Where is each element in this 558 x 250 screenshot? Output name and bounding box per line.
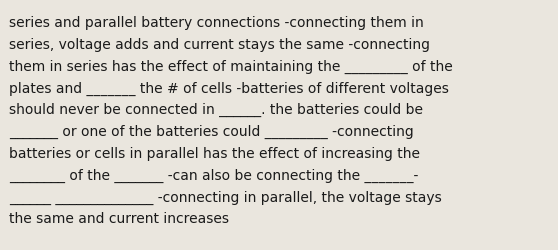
- Text: the same and current increases: the same and current increases: [9, 211, 229, 225]
- Text: series, voltage adds and current stays the same -connecting: series, voltage adds and current stays t…: [9, 38, 430, 52]
- Text: batteries or cells in parallel has the effect of increasing the: batteries or cells in parallel has the e…: [9, 146, 420, 160]
- Text: series and parallel battery connections -connecting them in: series and parallel battery connections …: [9, 16, 424, 30]
- Text: should never be connected in ______. the batteries could be: should never be connected in ______. the…: [9, 103, 423, 117]
- Text: plates and _______ the # of cells -batteries of different voltages: plates and _______ the # of cells -batte…: [9, 81, 449, 95]
- Text: them in series has the effect of maintaining the _________ of the: them in series has the effect of maintai…: [9, 59, 453, 74]
- Text: ________ of the _______ -can also be connecting the _______-: ________ of the _______ -can also be con…: [9, 168, 418, 182]
- Text: ______ ______________ -connecting in parallel, the voltage stays: ______ ______________ -connecting in par…: [9, 190, 442, 204]
- Text: _______ or one of the batteries could _________ -connecting: _______ or one of the batteries could __…: [9, 124, 413, 138]
